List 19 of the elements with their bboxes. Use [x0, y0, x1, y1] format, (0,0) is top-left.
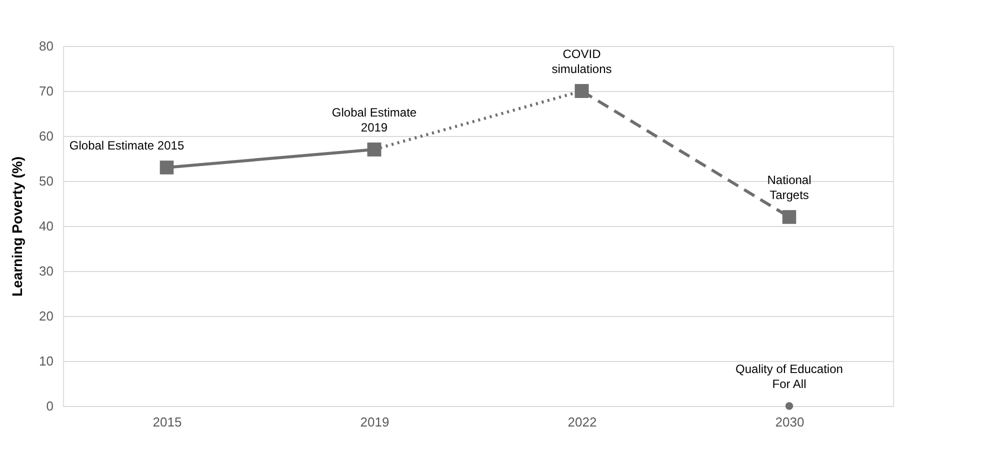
annotation: Quality of Education For All [736, 362, 843, 391]
y-tick-label: 0 [46, 398, 54, 414]
annotation: National Targets [767, 173, 812, 202]
annotation: Global Estimate 2019 [332, 106, 417, 134]
x-tick-label: 2022 [568, 414, 597, 430]
y-tick-label: 20 [39, 308, 54, 324]
y-axis-title: Learning Poverty (%) [9, 156, 26, 297]
annotation: Global Estimate 2015 [69, 138, 184, 152]
y-tick-label: 80 [39, 38, 54, 54]
x-tick-label: 2019 [360, 414, 390, 430]
y-tick-label: 70 [39, 84, 54, 98]
y-tick-label: 40 [39, 218, 54, 234]
y-tick-label: 30 [39, 264, 54, 278]
x-tick-label: 2015 [152, 414, 182, 430]
y-tick-label: 50 [39, 174, 54, 188]
y-tick-label: 10 [39, 354, 54, 368]
y-tick-label: 60 [39, 128, 54, 144]
annotation: COVID simulations [552, 47, 612, 76]
x-tick-label: 2030 [775, 414, 804, 430]
